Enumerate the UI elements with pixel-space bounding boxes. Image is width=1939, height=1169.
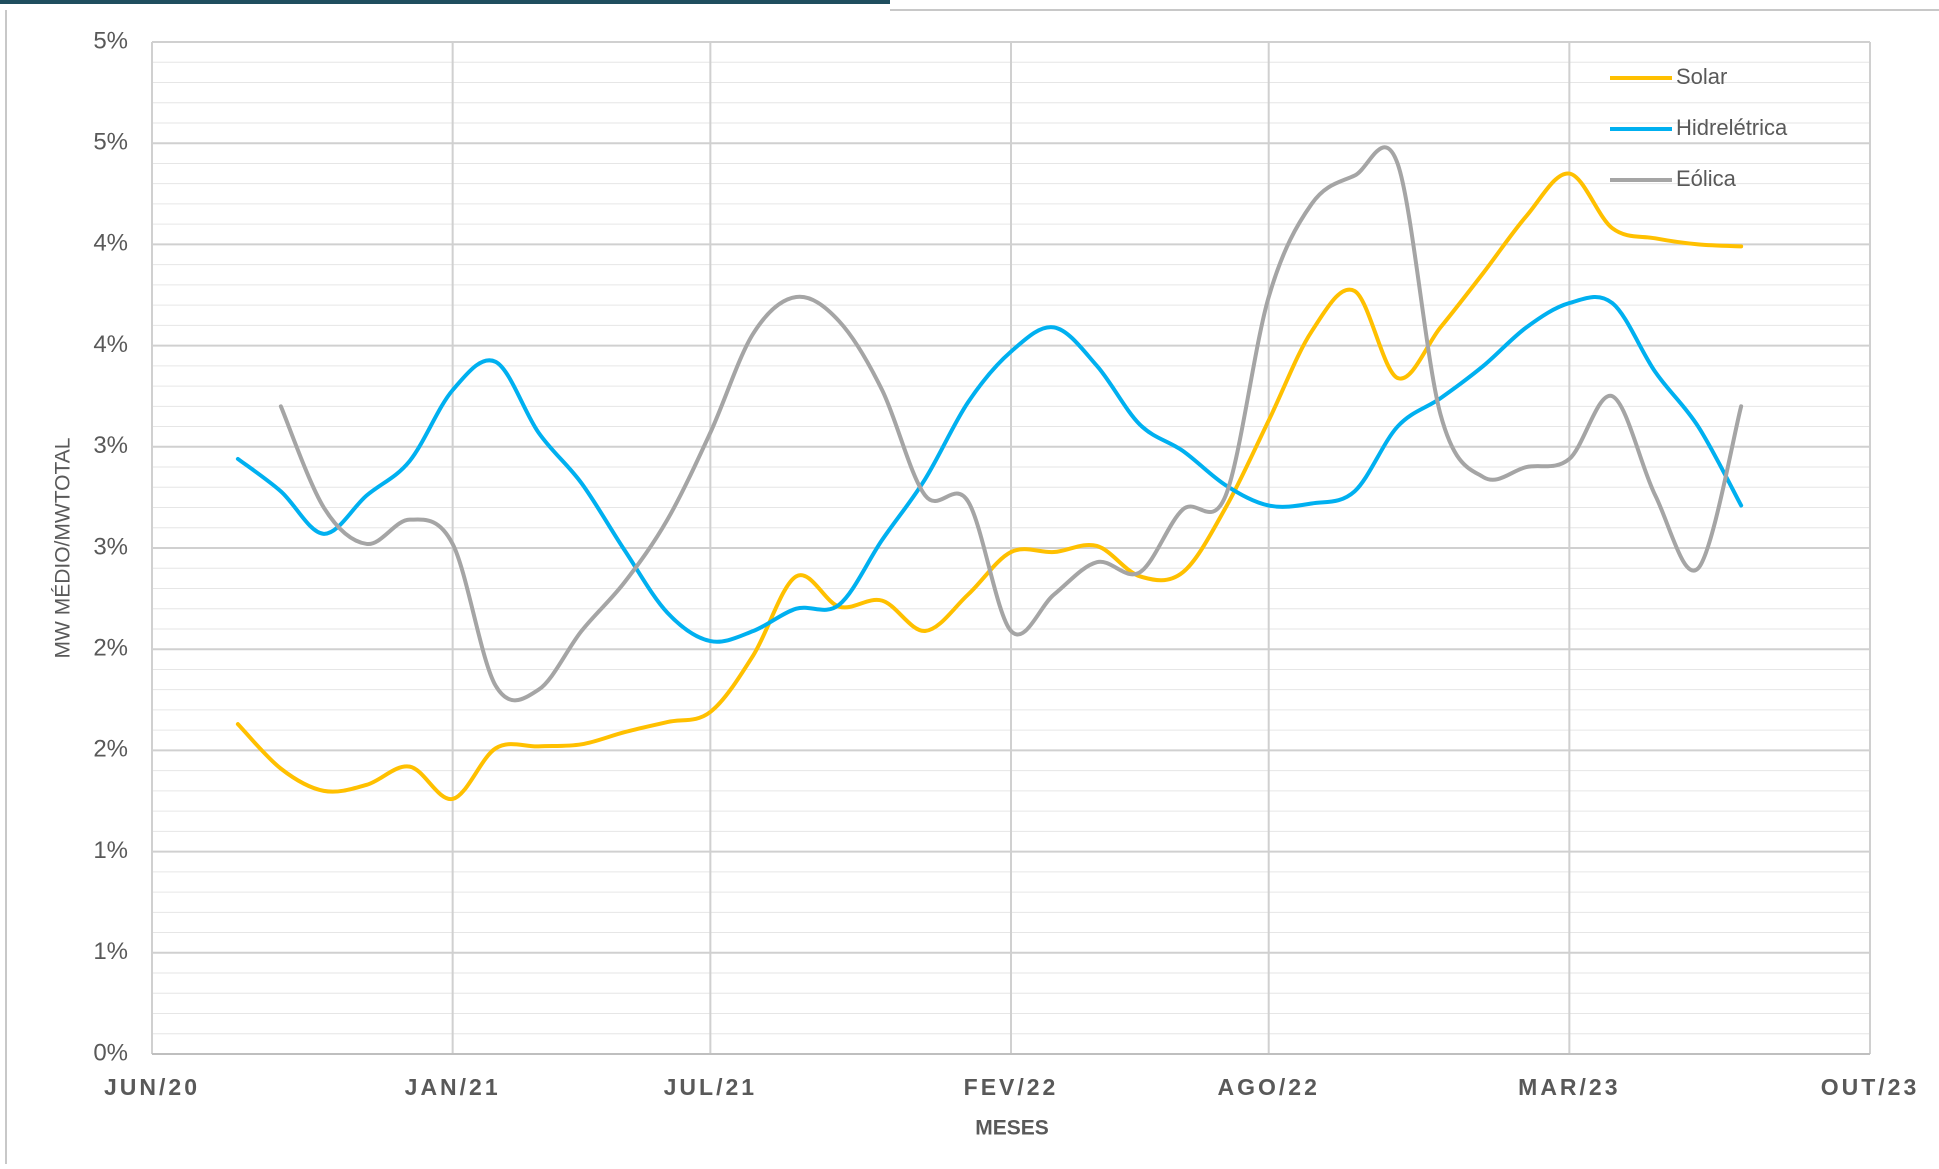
x-tick-label: AGO/22 (1218, 1074, 1320, 1100)
x-tick-label: OUT/23 (1821, 1074, 1920, 1100)
x-tick-label: FEV/22 (964, 1074, 1059, 1100)
y-tick-label: 2% (93, 736, 128, 763)
legend-label: Eólica (1676, 166, 1737, 191)
x-tick-label: JAN/21 (405, 1074, 501, 1100)
y-tick-label: 1% (93, 837, 128, 864)
legend-label: Hidrelétrica (1676, 115, 1788, 140)
y-tick-label: 3% (93, 432, 128, 459)
x-tick-label: JUN/20 (104, 1074, 200, 1100)
legend-label: Solar (1676, 64, 1727, 89)
x-tick-label: MAR/23 (1518, 1074, 1620, 1100)
y-tick-label: 2% (93, 635, 128, 662)
y-axis-title: MW MÉDIO/MWTOTAL (52, 438, 75, 659)
y-tick-label: 4% (93, 230, 128, 257)
series-line (278, 145, 1744, 703)
header-strip (0, 0, 890, 4)
series-line (235, 171, 1744, 801)
y-tick-label: 5% (93, 27, 128, 54)
y-tick-label: 3% (93, 533, 128, 560)
y-tick-label: 5% (93, 129, 128, 156)
y-tick-label: 1% (93, 938, 128, 965)
x-tick-label: JUL/21 (664, 1074, 757, 1100)
series-line (235, 294, 1744, 644)
x-axis-title: MESES (975, 1117, 1049, 1140)
y-tick-label: 4% (93, 331, 128, 358)
y-tick-label: 0% (93, 1039, 128, 1066)
